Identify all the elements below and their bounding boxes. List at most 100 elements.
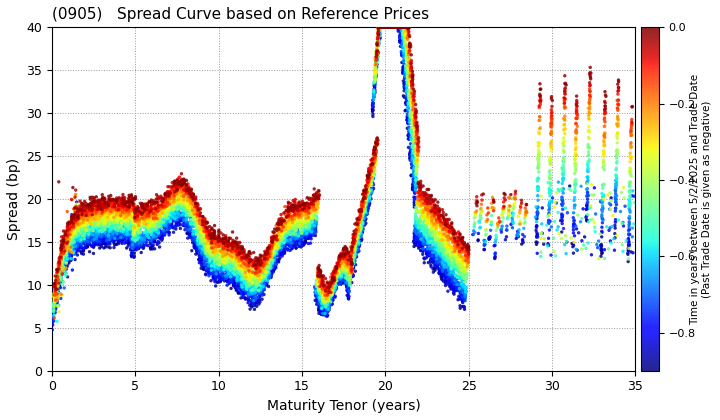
Point	[454, 250, 465, 257]
Point	[367, 162, 379, 169]
Point	[157, 219, 168, 226]
Point	[317, 297, 328, 304]
Point	[383, 24, 395, 31]
Point	[323, 302, 335, 309]
Point	[379, 24, 391, 31]
Point	[228, 248, 239, 255]
Point	[343, 288, 355, 294]
Point	[531, 209, 543, 216]
Point	[426, 255, 437, 262]
Point	[224, 272, 235, 279]
Point	[440, 234, 451, 241]
Point	[370, 65, 382, 71]
Point	[63, 243, 75, 250]
Point	[114, 214, 126, 221]
Point	[501, 223, 513, 229]
Point	[545, 252, 557, 258]
Point	[143, 230, 155, 236]
Point	[86, 236, 98, 243]
Point	[387, 24, 399, 31]
Point	[50, 295, 62, 302]
Point	[130, 235, 141, 242]
Point	[167, 214, 179, 220]
Point	[372, 57, 383, 63]
Point	[347, 244, 359, 251]
Point	[127, 197, 139, 203]
Point	[256, 271, 267, 278]
Point	[229, 274, 240, 281]
Point	[107, 236, 118, 243]
Point	[426, 213, 438, 220]
Point	[348, 233, 360, 240]
Point	[140, 205, 152, 212]
Point	[405, 144, 417, 150]
Point	[307, 192, 319, 199]
Point	[485, 218, 497, 225]
Point	[108, 210, 120, 216]
Point	[582, 177, 594, 184]
Point	[440, 274, 451, 281]
Point	[104, 207, 116, 213]
Point	[415, 237, 427, 244]
Point	[296, 212, 307, 219]
Point	[383, 24, 395, 31]
Point	[175, 189, 186, 195]
Point	[294, 228, 306, 235]
Point	[438, 225, 449, 231]
Point	[146, 224, 158, 231]
Point	[52, 267, 63, 273]
Point	[381, 24, 392, 31]
Point	[312, 290, 324, 297]
Point	[403, 24, 415, 31]
Point	[69, 222, 81, 228]
Point	[268, 234, 279, 241]
Point	[390, 24, 402, 31]
Point	[305, 226, 317, 232]
Point	[215, 238, 226, 245]
Point	[624, 150, 636, 157]
Point	[158, 214, 169, 220]
Point	[395, 24, 407, 31]
Point	[233, 274, 245, 281]
Point	[120, 229, 132, 236]
Point	[53, 258, 65, 265]
Point	[402, 101, 414, 108]
Point	[460, 244, 472, 250]
Point	[189, 243, 200, 250]
Point	[66, 232, 78, 239]
Point	[48, 290, 60, 297]
Point	[49, 302, 60, 309]
Point	[92, 238, 104, 245]
Point	[53, 282, 65, 289]
Point	[77, 220, 89, 226]
Point	[92, 236, 104, 243]
Point	[158, 222, 170, 228]
Point	[166, 212, 178, 219]
Point	[382, 24, 394, 31]
Point	[157, 200, 168, 207]
Point	[48, 301, 59, 307]
Point	[432, 230, 444, 237]
Point	[372, 52, 383, 59]
Point	[220, 241, 232, 247]
Point	[255, 286, 266, 293]
Point	[311, 206, 323, 213]
Point	[391, 24, 402, 31]
Point	[213, 253, 225, 260]
Point	[378, 24, 390, 31]
Point	[151, 210, 163, 216]
Point	[108, 209, 120, 215]
Point	[410, 205, 422, 212]
Point	[456, 286, 467, 293]
Point	[222, 264, 234, 271]
Point	[276, 220, 287, 226]
Point	[359, 209, 371, 215]
Point	[311, 216, 323, 223]
Point	[570, 130, 582, 136]
Point	[192, 211, 203, 218]
Point	[449, 247, 461, 254]
Point	[271, 241, 283, 248]
Point	[66, 218, 78, 225]
Point	[101, 231, 112, 237]
Point	[411, 189, 423, 196]
